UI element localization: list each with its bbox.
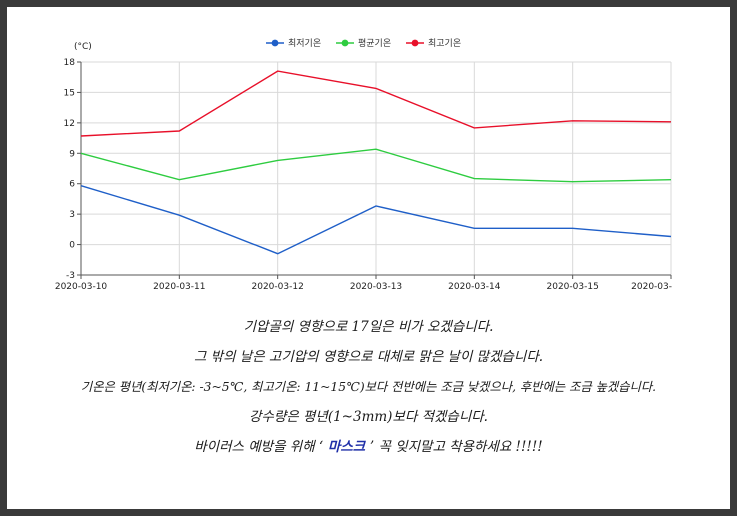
x-tick-label: 2020-03-11 [153, 282, 205, 292]
forecast-line-5-start: 바이러스 예방을 위해 ‘ [194, 439, 324, 455]
y-tick-label: 9 [69, 149, 75, 159]
forecast-line-4: 강수량은 평년(1~3mm)보다 적겠습니다. [249, 409, 488, 425]
legend-label: 최저기온 [288, 38, 321, 49]
y-tick-label: 15 [64, 88, 75, 98]
y-tick-label: 18 [64, 58, 76, 68]
legend-label: 평균기온 [358, 38, 391, 49]
chart-grid [80, 61, 672, 276]
forecast-line-3: 기온은 평년(최저기온: -3~5℃, 최고기온: 11~15℃)보다 전반에는… [80, 380, 657, 394]
legend-swatch-dot [271, 39, 279, 47]
y-tick-label: 12 [64, 119, 75, 129]
forecast-line-5-end: ’ 꼭 잊지말고 착용하세요 !!!!! [369, 439, 543, 455]
legend-swatch-dot [341, 39, 349, 47]
x-tick-label: 2020-03-14 [448, 282, 501, 292]
x-tick-label: 2020-03- [631, 282, 672, 292]
legend-label: 최고기온 [428, 38, 461, 49]
x-tick-label: 2020-03-10 [55, 282, 108, 292]
weather-forecast-text: 기압골의 영향으로 17일은 비가 오겠습니다. 그 밖의 날은 고기압의 영향… [12, 312, 725, 462]
series-lines [80, 70, 672, 255]
series-line-2 [80, 148, 672, 183]
x-tick-labels: 2020-03-10 2020-03-11 2020-03-12 2020-03-13… [55, 282, 672, 292]
y-tick-label: -3 [66, 271, 75, 281]
y-tick-label: 6 [69, 180, 75, 190]
x-tick-label: 2020-03-12 [252, 282, 304, 292]
chart-legend: 최저기온 평균기온 최고기온 [266, 38, 461, 49]
y-axis-unit-label: (°C) [74, 42, 92, 52]
y-tick-label: 3 [69, 210, 75, 220]
x-tick-label: 2020-03-15 [547, 282, 599, 292]
forecast-line-2: 그 밖의 날은 고기압의 영향으로 대체로 맑은 날이 많겠습니다. [193, 349, 544, 365]
legend-swatch-dot [411, 39, 419, 47]
y-tick-label: 0 [69, 241, 75, 251]
series-line-1 [80, 185, 672, 255]
forecast-line-5: 바이러스 예방을 위해 ‘ 마스크 ’ 꼭 잊지말고 착용하세요 !!!!! [12, 432, 725, 462]
series-line-3 [80, 70, 672, 137]
mask-highlight: 마스크 [323, 439, 370, 455]
forecast-line-1: 기압골의 영향으로 17일은 비가 오겠습니다. [243, 319, 494, 335]
chart-axes [77, 61, 672, 279]
x-tick-label: 2020-03-13 [350, 282, 402, 292]
y-tick-labels: -3 0 3 6 9 12 15 18 [64, 58, 76, 281]
